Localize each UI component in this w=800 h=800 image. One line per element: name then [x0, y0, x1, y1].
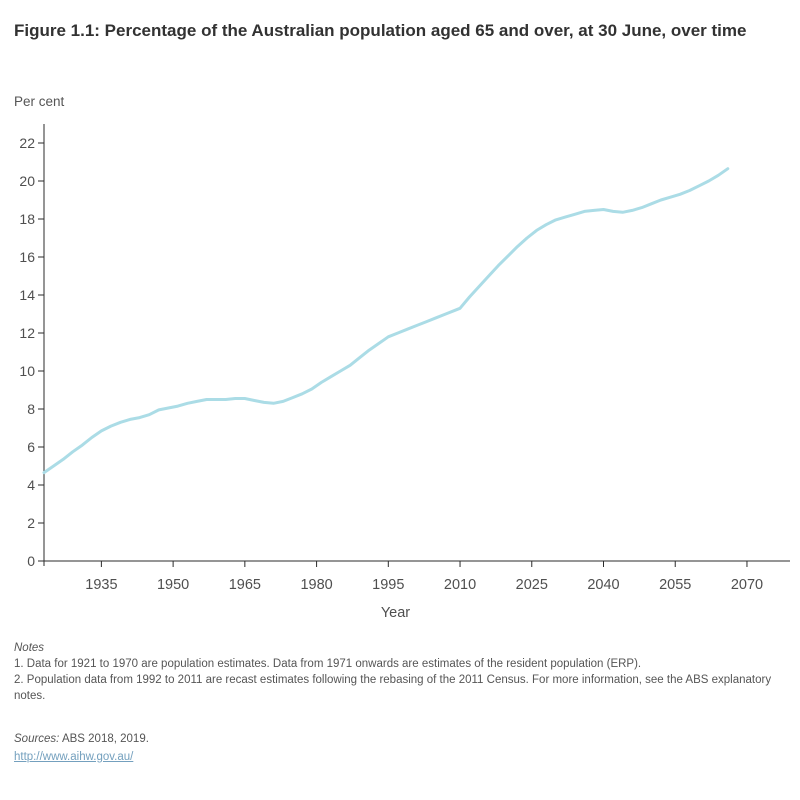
- y-tick-label: 2: [27, 515, 35, 531]
- population-65plus-line-series: [42, 167, 730, 475]
- x-tick-label: 1995: [372, 577, 404, 593]
- note-item-1: 1. Data for 1921 to 1970 are population …: [14, 658, 642, 670]
- x-tick-label: 1980: [300, 577, 332, 593]
- y-tick-label: 16: [19, 249, 35, 265]
- x-tick-label: 2040: [587, 577, 619, 593]
- y-tick-label: 8: [27, 401, 35, 417]
- notes-heading: Notes: [14, 642, 45, 654]
- figure-title: Figure 1.1: Percentage of the Australian…: [14, 21, 747, 40]
- y-tick-label: 4: [27, 477, 35, 493]
- x-tick-label: 2025: [516, 577, 548, 593]
- y-tick-label: 0: [27, 553, 35, 569]
- sources-label: Sources:: [14, 733, 60, 745]
- y-tick-label: 14: [19, 287, 35, 303]
- sources-text: ABS 2018, 2019.: [59, 733, 149, 745]
- x-axis-title: Year: [381, 605, 410, 621]
- y-tick-label: 18: [19, 211, 35, 227]
- y-tick-label: 6: [27, 439, 35, 455]
- x-tick-label: 1965: [229, 577, 261, 593]
- y-axis-unit-label: Per cent: [14, 94, 65, 109]
- x-tick-label: 2010: [444, 577, 476, 593]
- x-tick-label: 2070: [731, 577, 763, 593]
- sources-block: Sources: ABS 2018, 2019. http://www.aihw…: [14, 731, 786, 766]
- y-tick-label: 12: [19, 325, 35, 341]
- y-tick-label: 22: [19, 135, 35, 151]
- x-tick-label: 1935: [85, 577, 117, 593]
- source-link[interactable]: http://www.aihw.gov.au/: [14, 751, 134, 763]
- note-item-2: 2. Population data from 1992 to 2011 are…: [14, 674, 772, 702]
- x-tick-label: 2055: [659, 577, 691, 593]
- notes-block: Notes 1. Data for 1921 to 1970 are popul…: [14, 640, 786, 704]
- x-tick-label: 1950: [157, 577, 189, 593]
- y-tick-label: 20: [19, 173, 35, 189]
- sources-line: Sources: ABS 2018, 2019.: [14, 731, 786, 748]
- y-tick-label: 10: [19, 363, 35, 379]
